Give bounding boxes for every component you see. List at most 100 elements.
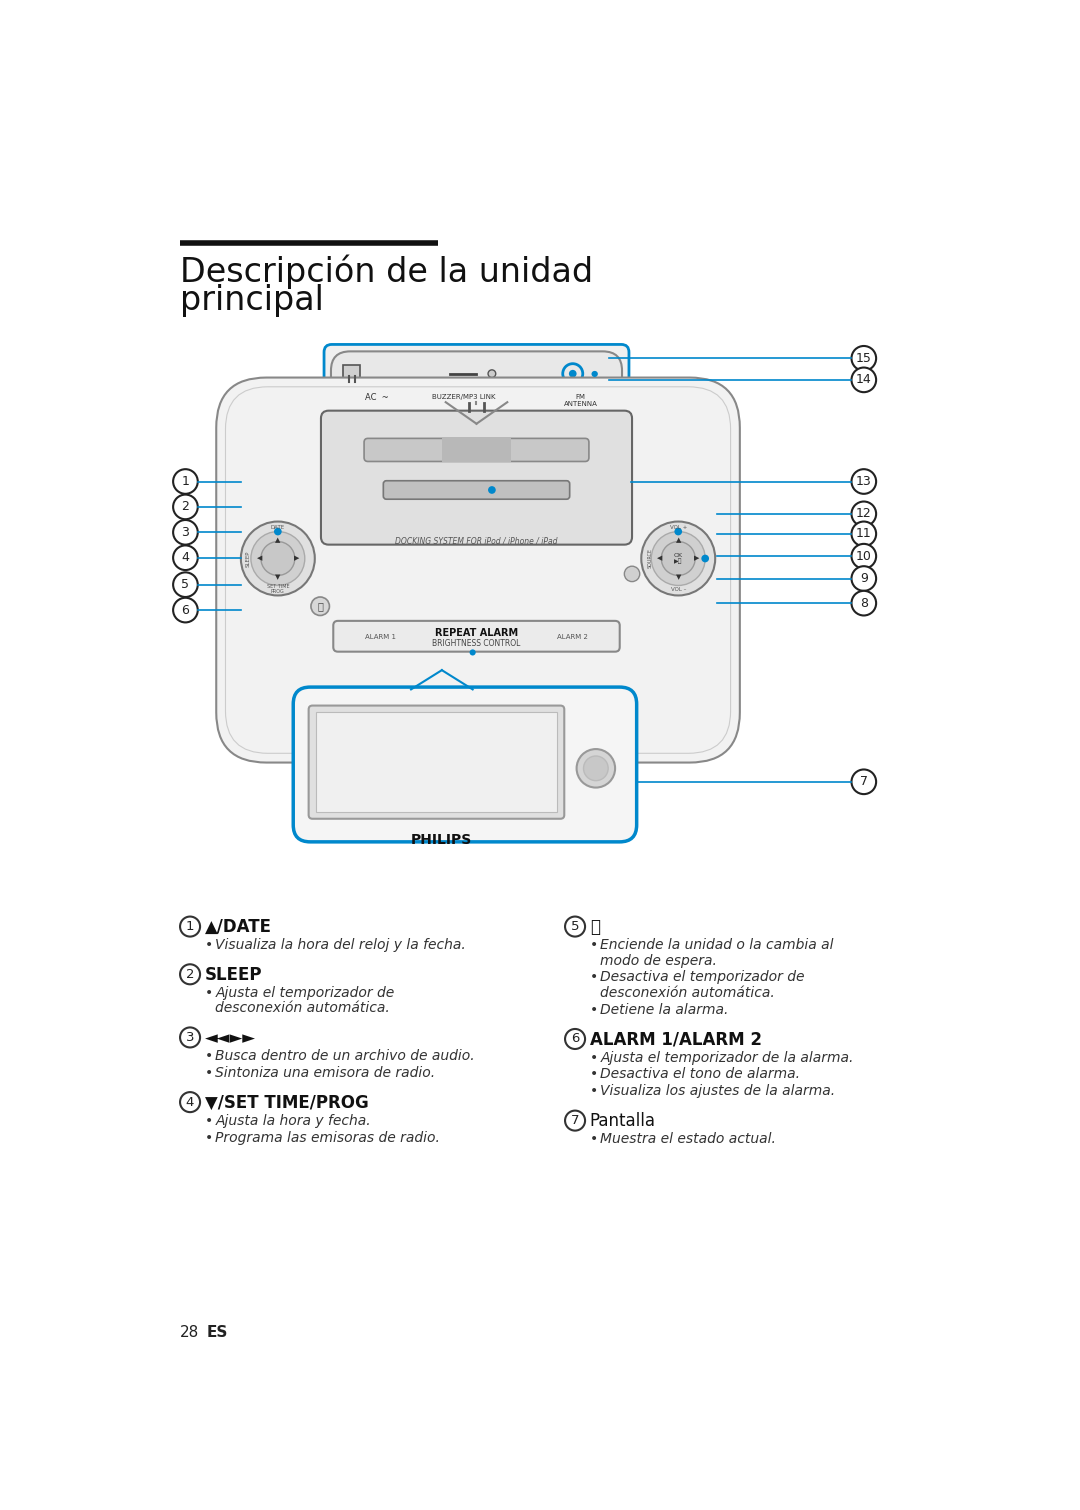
Circle shape	[488, 486, 496, 494]
FancyBboxPatch shape	[294, 687, 636, 843]
Text: ⏻: ⏻	[318, 601, 323, 612]
Text: Visualiza los ajustes de la alarma.: Visualiza los ajustes de la alarma.	[600, 1084, 836, 1098]
FancyBboxPatch shape	[330, 352, 622, 396]
Text: 7: 7	[860, 775, 868, 788]
Circle shape	[173, 545, 198, 571]
Text: desconexión automática.: desconexión automática.	[216, 1001, 390, 1015]
Circle shape	[624, 566, 639, 581]
Circle shape	[488, 370, 496, 378]
Circle shape	[173, 598, 198, 622]
Text: 2: 2	[186, 968, 194, 982]
Circle shape	[180, 1027, 200, 1048]
Text: Ajusta la hora y fecha.: Ajusta la hora y fecha.	[216, 1114, 372, 1128]
Circle shape	[851, 346, 876, 370]
FancyBboxPatch shape	[216, 378, 740, 763]
Circle shape	[851, 566, 876, 590]
Text: 6: 6	[571, 1033, 579, 1045]
Text: ALARM 1: ALARM 1	[365, 634, 395, 640]
Circle shape	[173, 495, 198, 519]
Text: ▲: ▲	[676, 538, 680, 544]
Text: •: •	[205, 1114, 213, 1128]
Circle shape	[577, 749, 616, 788]
Text: Ajusta el temporizador de: Ajusta el temporizador de	[216, 986, 394, 1000]
Text: 11: 11	[856, 527, 872, 541]
Circle shape	[565, 917, 585, 936]
Circle shape	[583, 757, 608, 781]
Text: BRIGHTNESS CONTROL: BRIGHTNESS CONTROL	[432, 639, 521, 648]
Text: •: •	[590, 1084, 598, 1098]
Circle shape	[674, 527, 683, 536]
Text: 7: 7	[571, 1114, 579, 1126]
Circle shape	[569, 370, 577, 378]
Text: 28: 28	[180, 1324, 200, 1339]
Text: 15: 15	[855, 352, 872, 365]
Text: 8: 8	[860, 596, 868, 610]
Bar	[315, 713, 557, 812]
Text: •: •	[205, 1131, 213, 1145]
Text: ◀: ◀	[257, 556, 262, 562]
Text: ▲: ▲	[275, 538, 281, 544]
Circle shape	[241, 521, 314, 595]
Circle shape	[180, 1092, 200, 1113]
FancyBboxPatch shape	[324, 344, 629, 403]
FancyBboxPatch shape	[309, 705, 564, 818]
Text: ◀: ◀	[657, 556, 662, 562]
Text: ES: ES	[207, 1324, 228, 1339]
Text: ▼/SET TIME/PROG: ▼/SET TIME/PROG	[205, 1093, 368, 1111]
Circle shape	[173, 519, 198, 545]
Text: Muestra el estado actual.: Muestra el estado actual.	[600, 1132, 777, 1146]
Text: 10: 10	[855, 550, 872, 563]
Text: 4: 4	[181, 551, 189, 565]
Circle shape	[851, 521, 876, 547]
Text: ▼: ▼	[676, 574, 680, 580]
Text: 9: 9	[860, 572, 867, 584]
Text: •: •	[205, 1066, 213, 1080]
Circle shape	[642, 521, 715, 595]
Text: ▶: ▶	[694, 556, 700, 562]
Text: 5: 5	[571, 920, 579, 933]
Circle shape	[173, 470, 198, 494]
Bar	[442, 438, 511, 462]
Text: ▼: ▼	[275, 574, 281, 580]
Text: PHILIPS: PHILIPS	[411, 834, 472, 847]
Circle shape	[565, 1110, 585, 1131]
Text: ◄◄►►: ◄◄►►	[205, 1028, 256, 1046]
Text: Desactiva el temporizador de: Desactiva el temporizador de	[600, 971, 805, 985]
FancyBboxPatch shape	[364, 438, 589, 462]
Text: 2: 2	[181, 500, 189, 513]
Circle shape	[563, 364, 583, 384]
FancyBboxPatch shape	[321, 411, 632, 545]
Circle shape	[661, 542, 696, 575]
Text: modo de espera.: modo de espera.	[600, 953, 717, 968]
Circle shape	[851, 367, 876, 393]
Circle shape	[311, 596, 329, 616]
Circle shape	[274, 527, 282, 536]
Text: Desactiva el tono de alarma.: Desactiva el tono de alarma.	[600, 1068, 800, 1081]
Text: •: •	[590, 1003, 598, 1016]
Circle shape	[470, 649, 475, 655]
Text: Visualiza la hora del reloj y la fecha.: Visualiza la hora del reloj y la fecha.	[216, 938, 467, 953]
Text: •: •	[590, 1132, 598, 1146]
Circle shape	[251, 532, 305, 586]
Text: AC  ~: AC ~	[365, 393, 389, 402]
Text: •: •	[590, 971, 598, 985]
Text: SOURCE: SOURCE	[647, 548, 652, 568]
Text: ▲/DATE: ▲/DATE	[205, 918, 272, 936]
Text: 1: 1	[186, 920, 194, 933]
Circle shape	[651, 532, 705, 586]
Text: •: •	[205, 938, 213, 953]
Text: 6: 6	[181, 604, 189, 616]
Text: Busca dentro de un archivo de audio.: Busca dentro de un archivo de audio.	[216, 1049, 475, 1063]
Text: 4: 4	[186, 1096, 194, 1108]
Circle shape	[851, 470, 876, 494]
Text: •: •	[205, 1049, 213, 1063]
Text: FM
ANTENNA: FM ANTENNA	[564, 394, 597, 408]
Circle shape	[701, 554, 710, 562]
Bar	[343, 365, 361, 387]
Text: 13: 13	[856, 476, 872, 488]
Text: ●: ●	[591, 370, 598, 378]
FancyBboxPatch shape	[334, 621, 620, 652]
Text: ▶: ▶	[294, 556, 299, 562]
Text: Detiene la alarma.: Detiene la alarma.	[600, 1003, 729, 1016]
Text: •: •	[590, 1068, 598, 1081]
